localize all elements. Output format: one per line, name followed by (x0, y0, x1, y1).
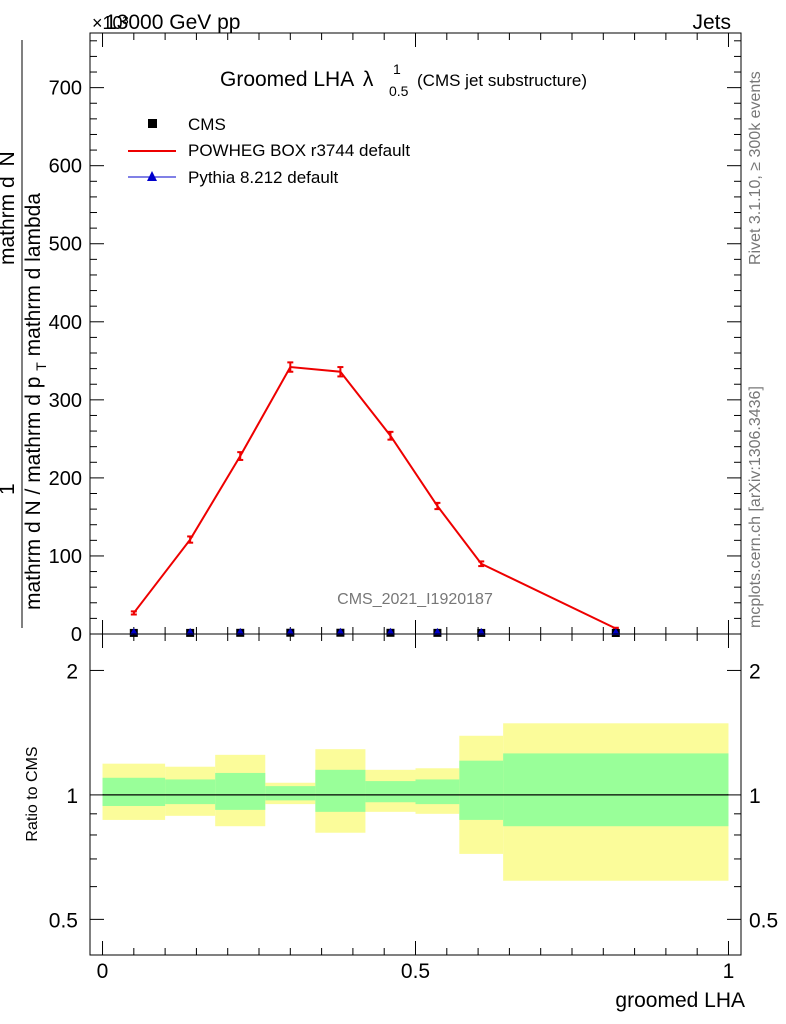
title-suffix: (CMS jet substructure) (417, 71, 587, 90)
y-tick-label: 400 (49, 312, 82, 334)
watermark: CMS_2021_I1920187 (337, 591, 493, 608)
green-band-bin (459, 760, 504, 820)
pythia-point (286, 627, 295, 635)
pythia-point (336, 627, 345, 635)
legend-cms-marker (148, 119, 157, 128)
powheg-line (133, 366, 617, 630)
x-tick-label: 1 (723, 960, 735, 983)
ratio-y-tick-label: 0.5 (49, 909, 78, 932)
y-tick-label: 0 (71, 624, 82, 646)
title-sup: 1 (393, 61, 401, 77)
green-band-bin (415, 779, 460, 805)
rivet-label: Rivet 3.1.10, ≥ 300k events (747, 71, 764, 265)
ratio-axes: 0.5 0.5 1 1 2 2 0 0.5 1 (49, 634, 778, 983)
x-tick-label: 0.5 (401, 960, 430, 983)
pythia-point (477, 627, 486, 635)
pythia-point (433, 627, 442, 635)
pythia-point (386, 627, 395, 635)
ylabel-rest: mathrm d lambda (22, 193, 45, 357)
ylabel-one: 1 (0, 483, 19, 495)
green-band-bin (315, 769, 366, 812)
svg-text:Groomed LHA λ: Groomed LHA λ (220, 68, 374, 91)
rivet-label-group: Rivet 3.1.10, ≥ 300k events (747, 71, 764, 265)
ratio-ylabel: Ratio to CMS (24, 746, 41, 841)
ratio-y-tick-label: 2 (66, 660, 78, 683)
ratio-y-tick-label-right: 1 (749, 785, 761, 808)
svg-text:mathrm d N: mathrm d N (0, 151, 19, 265)
mcplots-label: mcplots.cern.ch [arXiv:1306.3436] (747, 386, 764, 628)
x-tick-label: 0 (97, 960, 109, 983)
y-tick-label: 700 (49, 78, 82, 100)
legend-pythia-label: Pythia 8.212 default (188, 168, 339, 187)
y-tick-label: 200 (49, 468, 82, 490)
chart-title: Groomed LHA λ 1 0.5 (CMS jet substructur… (220, 61, 587, 99)
mcplots-label-group: mcplots.cern.ch [arXiv:1306.3436] (747, 386, 764, 628)
green-band-bin (265, 786, 316, 801)
main-ylabel: mathrm d N / mathrm d p T mathrm d lambd… (22, 193, 51, 610)
pythia-point (611, 627, 620, 635)
pythia-point (236, 627, 245, 635)
ylabel-numerator-group: 1 (0, 483, 19, 495)
title-symbol: λ (363, 68, 374, 91)
main-data (129, 361, 620, 637)
legend: CMS POWHEG BOX r3744 default Pythia 8.21… (128, 115, 410, 187)
legend-powheg-label: POWHEG BOX r3744 default (188, 141, 410, 160)
y-tick-label: 600 (49, 156, 82, 178)
pythia-point (186, 627, 195, 635)
legend-pythia-marker (147, 171, 157, 181)
y-tick-label: 500 (49, 234, 82, 256)
pythia-point (129, 627, 138, 635)
ylabel-sub-t1: T (33, 362, 49, 371)
x-axis-label: groomed LHA (615, 989, 745, 1012)
title-text: Groomed LHA (220, 68, 354, 91)
main-axes: 0 100 200 300 400 500 600 700 (49, 33, 741, 646)
ylabel-numerator-text: mathrm d N (0, 151, 19, 265)
y-tick-label: 100 (49, 546, 82, 568)
ylabel-denominator: mathrm d N / mathrm d p (22, 377, 45, 610)
svg-text:mathrm d N / mathrm d p: mathrm d N / mathrm d p T mathrm d lambd… (22, 193, 51, 610)
green-band-bin (215, 772, 266, 810)
ratio-y-tick-label: 1 (66, 785, 78, 808)
ratio-bands (102, 723, 729, 881)
ylabel-num-d: mathrm d (0, 176, 19, 265)
legend-cms-label: CMS (188, 115, 226, 134)
green-band-bin (365, 781, 416, 803)
y-tick-label: 300 (49, 390, 82, 412)
energy-label: 13000 GeV pp (105, 11, 240, 34)
green-band-bin (102, 777, 166, 807)
green-band-bin (503, 753, 729, 827)
category-label: Jets (692, 11, 731, 34)
green-band-bin (165, 779, 216, 805)
ratio-y-tick-label-right: 0.5 (749, 909, 778, 932)
ylabel-num-n: N (0, 151, 19, 166)
title-sub: 0.5 (389, 83, 409, 99)
exponent-label: ×10³ (92, 13, 129, 33)
ratio-y-tick-label-right: 2 (749, 660, 761, 683)
ratio-ylabel-text: Ratio to CMS (24, 746, 41, 841)
